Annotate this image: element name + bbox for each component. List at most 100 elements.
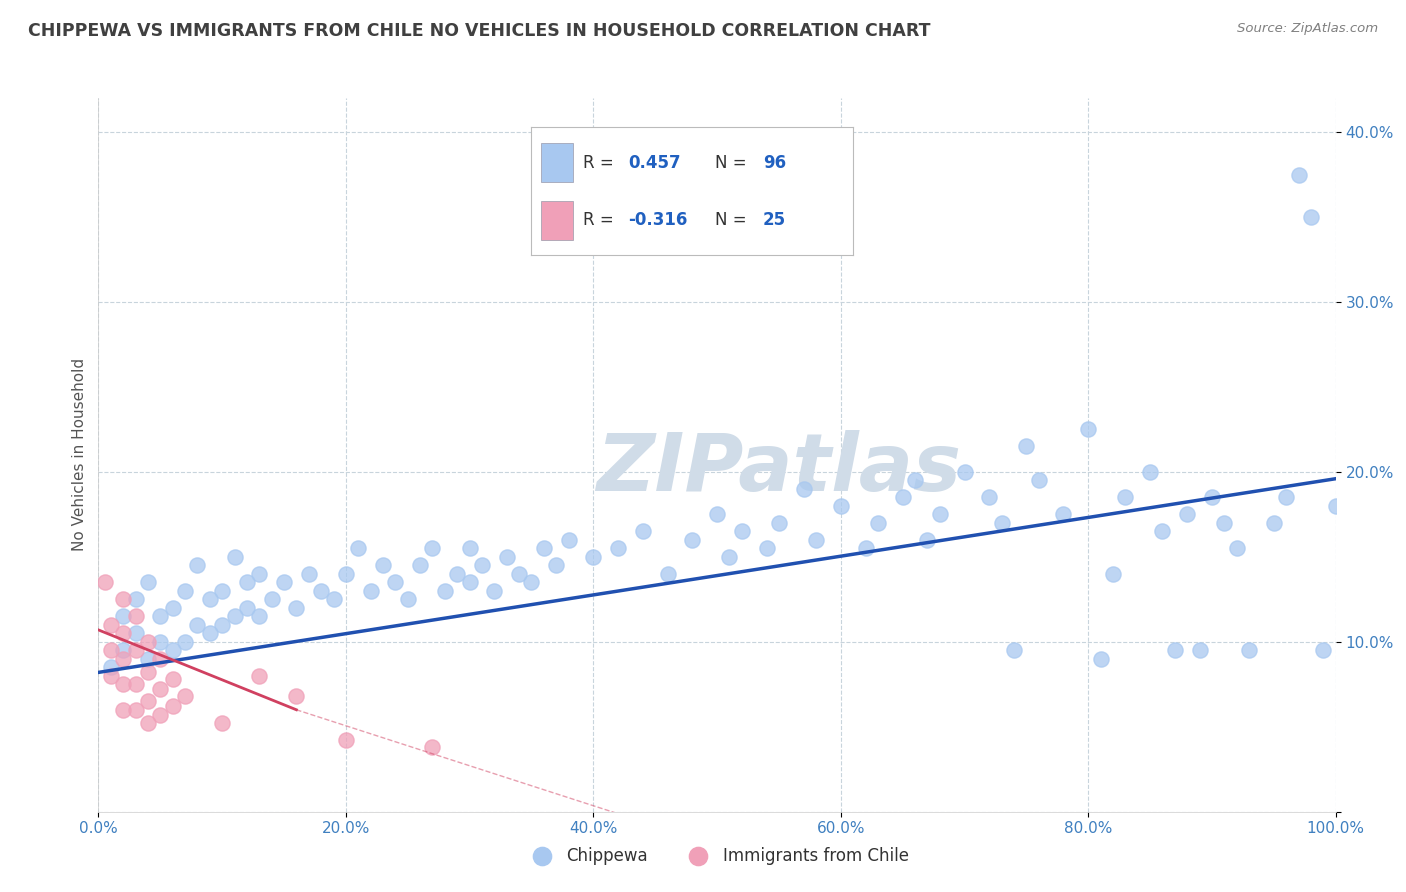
Point [484, 583, 506, 598]
Point [335, 566, 357, 581]
Point [174, 689, 197, 703]
Point [631, 524, 654, 539]
Point [149, 635, 172, 649]
Point [1237, 643, 1260, 657]
Point [681, 533, 703, 547]
Point [1052, 508, 1074, 522]
Point [112, 609, 135, 624]
Point [211, 716, 233, 731]
Point [1312, 643, 1334, 657]
Point [162, 600, 184, 615]
Point [162, 672, 184, 686]
Point [149, 682, 172, 697]
Point [458, 541, 481, 556]
Point [198, 626, 221, 640]
Point [953, 465, 976, 479]
Point [1226, 541, 1249, 556]
Point [706, 508, 728, 522]
Point [124, 626, 146, 640]
Point [1288, 168, 1310, 182]
Y-axis label: No Vehicles in Household: No Vehicles in Household [72, 359, 87, 551]
Point [247, 609, 270, 624]
Point [162, 643, 184, 657]
Point [793, 482, 815, 496]
Point [211, 617, 233, 632]
Point [285, 689, 308, 703]
Point [1299, 210, 1322, 224]
Point [1188, 643, 1211, 657]
Point [247, 669, 270, 683]
Point [224, 609, 246, 624]
Point [1263, 516, 1285, 530]
Point [136, 694, 159, 708]
Point [1102, 566, 1125, 581]
Point [347, 541, 370, 556]
Point [433, 583, 456, 598]
Point [149, 609, 172, 624]
Point [520, 575, 543, 590]
Point [136, 716, 159, 731]
Point [990, 516, 1012, 530]
Point [891, 491, 914, 505]
Point [149, 652, 172, 666]
Point [1139, 465, 1161, 479]
Point [174, 583, 197, 598]
Point [1015, 439, 1038, 453]
Point [136, 665, 159, 680]
Point [904, 474, 927, 488]
Point [112, 643, 135, 657]
Point [533, 541, 555, 556]
Point [162, 699, 184, 714]
Point [360, 583, 382, 598]
Point [471, 558, 494, 573]
Point [508, 566, 530, 581]
Point [371, 558, 394, 573]
Point [830, 499, 852, 513]
Legend: Chippewa, Immigrants from Chile: Chippewa, Immigrants from Chile [519, 840, 915, 871]
Point [458, 575, 481, 590]
Point [124, 592, 146, 607]
Point [136, 652, 159, 666]
Point [384, 575, 406, 590]
Point [495, 549, 517, 564]
Point [1077, 422, 1099, 436]
Point [112, 626, 135, 640]
Point [422, 541, 444, 556]
Point [557, 533, 579, 547]
Point [112, 677, 135, 691]
Point [124, 609, 146, 624]
Point [298, 566, 321, 581]
Point [1090, 652, 1112, 666]
Point [866, 516, 889, 530]
Point [186, 617, 208, 632]
Point [260, 592, 283, 607]
Point [309, 583, 332, 598]
Point [124, 703, 146, 717]
Point [446, 566, 468, 581]
Point [755, 541, 778, 556]
Point [917, 533, 939, 547]
Point [409, 558, 432, 573]
Point [335, 733, 357, 747]
Point [928, 508, 950, 522]
Point [1213, 516, 1236, 530]
Point [322, 592, 344, 607]
Text: ZIPatlas: ZIPatlas [596, 430, 962, 508]
Point [112, 592, 135, 607]
Point [174, 635, 197, 649]
Point [657, 566, 679, 581]
Point [1028, 474, 1050, 488]
Point [247, 566, 270, 581]
Point [100, 643, 122, 657]
Point [718, 549, 741, 564]
Point [100, 660, 122, 674]
Point [1175, 508, 1198, 522]
Point [236, 575, 259, 590]
Point [186, 558, 208, 573]
Point [422, 740, 444, 755]
Point [198, 592, 221, 607]
Point [211, 583, 233, 598]
Point [804, 533, 827, 547]
Point [1201, 491, 1223, 505]
Point [149, 707, 172, 722]
